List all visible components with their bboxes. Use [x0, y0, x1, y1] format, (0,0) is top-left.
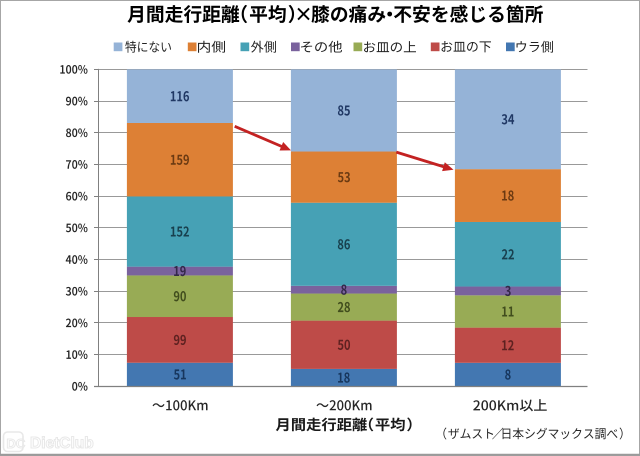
svg-text:DC: DC — [7, 436, 26, 451]
svg-text:DietClub: DietClub — [30, 435, 94, 452]
